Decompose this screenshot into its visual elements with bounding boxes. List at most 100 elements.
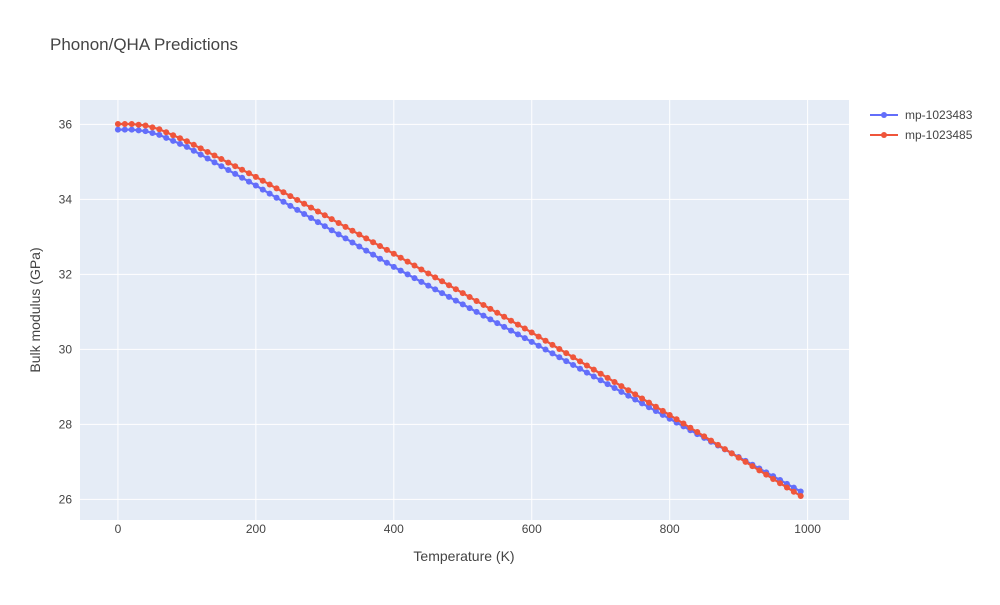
data-point[interactable] (563, 350, 570, 357)
data-point[interactable] (577, 365, 584, 372)
data-point[interactable] (501, 313, 508, 320)
data-point[interactable] (232, 163, 239, 170)
data-point[interactable] (618, 383, 625, 390)
data-point[interactable] (652, 408, 659, 415)
data-point[interactable] (287, 202, 294, 209)
data-point[interactable] (466, 294, 473, 301)
data-point[interactable] (204, 155, 211, 162)
data-point[interactable] (611, 379, 618, 385)
data-point[interactable] (321, 223, 328, 230)
data-point[interactable] (418, 266, 425, 273)
data-point[interactable] (259, 177, 266, 184)
data-point[interactable] (577, 358, 584, 365)
data-point[interactable] (156, 126, 163, 133)
data-point[interactable] (790, 488, 797, 495)
data-point[interactable] (604, 381, 611, 388)
data-point[interactable] (694, 429, 701, 436)
data-point[interactable] (611, 385, 618, 391)
data-point[interactable] (570, 361, 577, 368)
data-point[interactable] (508, 327, 515, 334)
data-point[interactable] (535, 342, 542, 349)
data-point[interactable] (301, 200, 308, 207)
data-point[interactable] (487, 316, 494, 323)
data-point[interactable] (156, 131, 163, 138)
data-point[interactable] (328, 227, 335, 234)
data-point[interactable] (252, 173, 259, 180)
data-point[interactable] (163, 134, 170, 141)
data-point[interactable] (742, 458, 749, 465)
data-point[interactable] (563, 358, 570, 365)
data-point[interactable] (218, 156, 225, 163)
data-point[interactable] (356, 243, 363, 250)
data-point[interactable] (390, 250, 397, 257)
data-point[interactable] (556, 354, 563, 361)
data-point[interactable] (632, 396, 639, 403)
data-point[interactable] (701, 433, 708, 440)
data-point[interactable] (714, 441, 721, 448)
data-point[interactable] (625, 392, 632, 399)
data-point[interactable] (225, 159, 232, 166)
data-point[interactable] (618, 388, 625, 395)
data-point[interactable] (652, 403, 659, 410)
data-point[interactable] (404, 271, 411, 278)
data-point[interactable] (556, 346, 563, 352)
data-point[interactable] (245, 170, 252, 177)
data-point[interactable] (239, 166, 246, 173)
data-point[interactable] (508, 317, 515, 324)
data-point[interactable] (487, 305, 494, 312)
data-point[interactable] (473, 308, 480, 315)
data-point[interactable] (494, 320, 501, 327)
data-point[interactable] (432, 286, 439, 293)
data-point[interactable] (142, 128, 149, 135)
data-point[interactable] (501, 323, 508, 330)
data-point[interactable] (252, 182, 259, 189)
data-point[interactable] (604, 374, 611, 381)
data-point[interactable] (797, 488, 804, 495)
data-point[interactable] (370, 251, 377, 258)
data-point[interactable] (728, 450, 735, 457)
data-point[interactable] (273, 194, 280, 201)
data-point[interactable] (404, 258, 411, 265)
data-point[interactable] (128, 126, 135, 133)
data-point[interactable] (190, 141, 197, 148)
data-point[interactable] (211, 152, 218, 159)
data-point[interactable] (245, 178, 252, 185)
data-point[interactable] (659, 407, 666, 414)
data-point[interactable] (321, 212, 328, 219)
data-point[interactable] (335, 220, 342, 226)
data-point[interactable] (749, 463, 756, 470)
data-point[interactable] (135, 121, 142, 128)
data-point[interactable] (480, 312, 487, 319)
data-point[interactable] (673, 416, 680, 423)
data-point[interactable] (383, 259, 390, 266)
data-point[interactable] (425, 270, 432, 277)
data-point[interactable] (280, 198, 287, 205)
data-point[interactable] (314, 219, 321, 226)
data-point[interactable] (452, 286, 459, 293)
data-point[interactable] (708, 437, 715, 444)
data-point[interactable] (163, 129, 170, 136)
data-point[interactable] (445, 293, 452, 300)
legend-item[interactable]: mp-1023485 (870, 128, 973, 142)
data-point[interactable] (349, 227, 356, 234)
data-point[interactable] (308, 215, 315, 222)
data-point[interactable] (197, 145, 204, 152)
data-point[interactable] (473, 298, 480, 304)
data-point[interactable] (452, 297, 459, 304)
data-point[interactable] (383, 246, 390, 253)
data-point[interactable] (342, 223, 349, 230)
data-point[interactable] (549, 350, 556, 357)
data-point[interactable] (328, 216, 335, 223)
data-point[interactable] (218, 163, 225, 170)
data-point[interactable] (266, 190, 273, 197)
data-point[interactable] (439, 290, 446, 297)
data-point[interactable] (480, 301, 487, 308)
data-point[interactable] (390, 263, 397, 270)
data-point[interactable] (756, 467, 763, 474)
data-point[interactable] (459, 290, 466, 297)
data-point[interactable] (721, 446, 728, 453)
data-point[interactable] (121, 121, 128, 127)
data-point[interactable] (521, 335, 528, 342)
data-point[interactable] (411, 262, 418, 269)
data-point[interactable] (349, 239, 356, 246)
